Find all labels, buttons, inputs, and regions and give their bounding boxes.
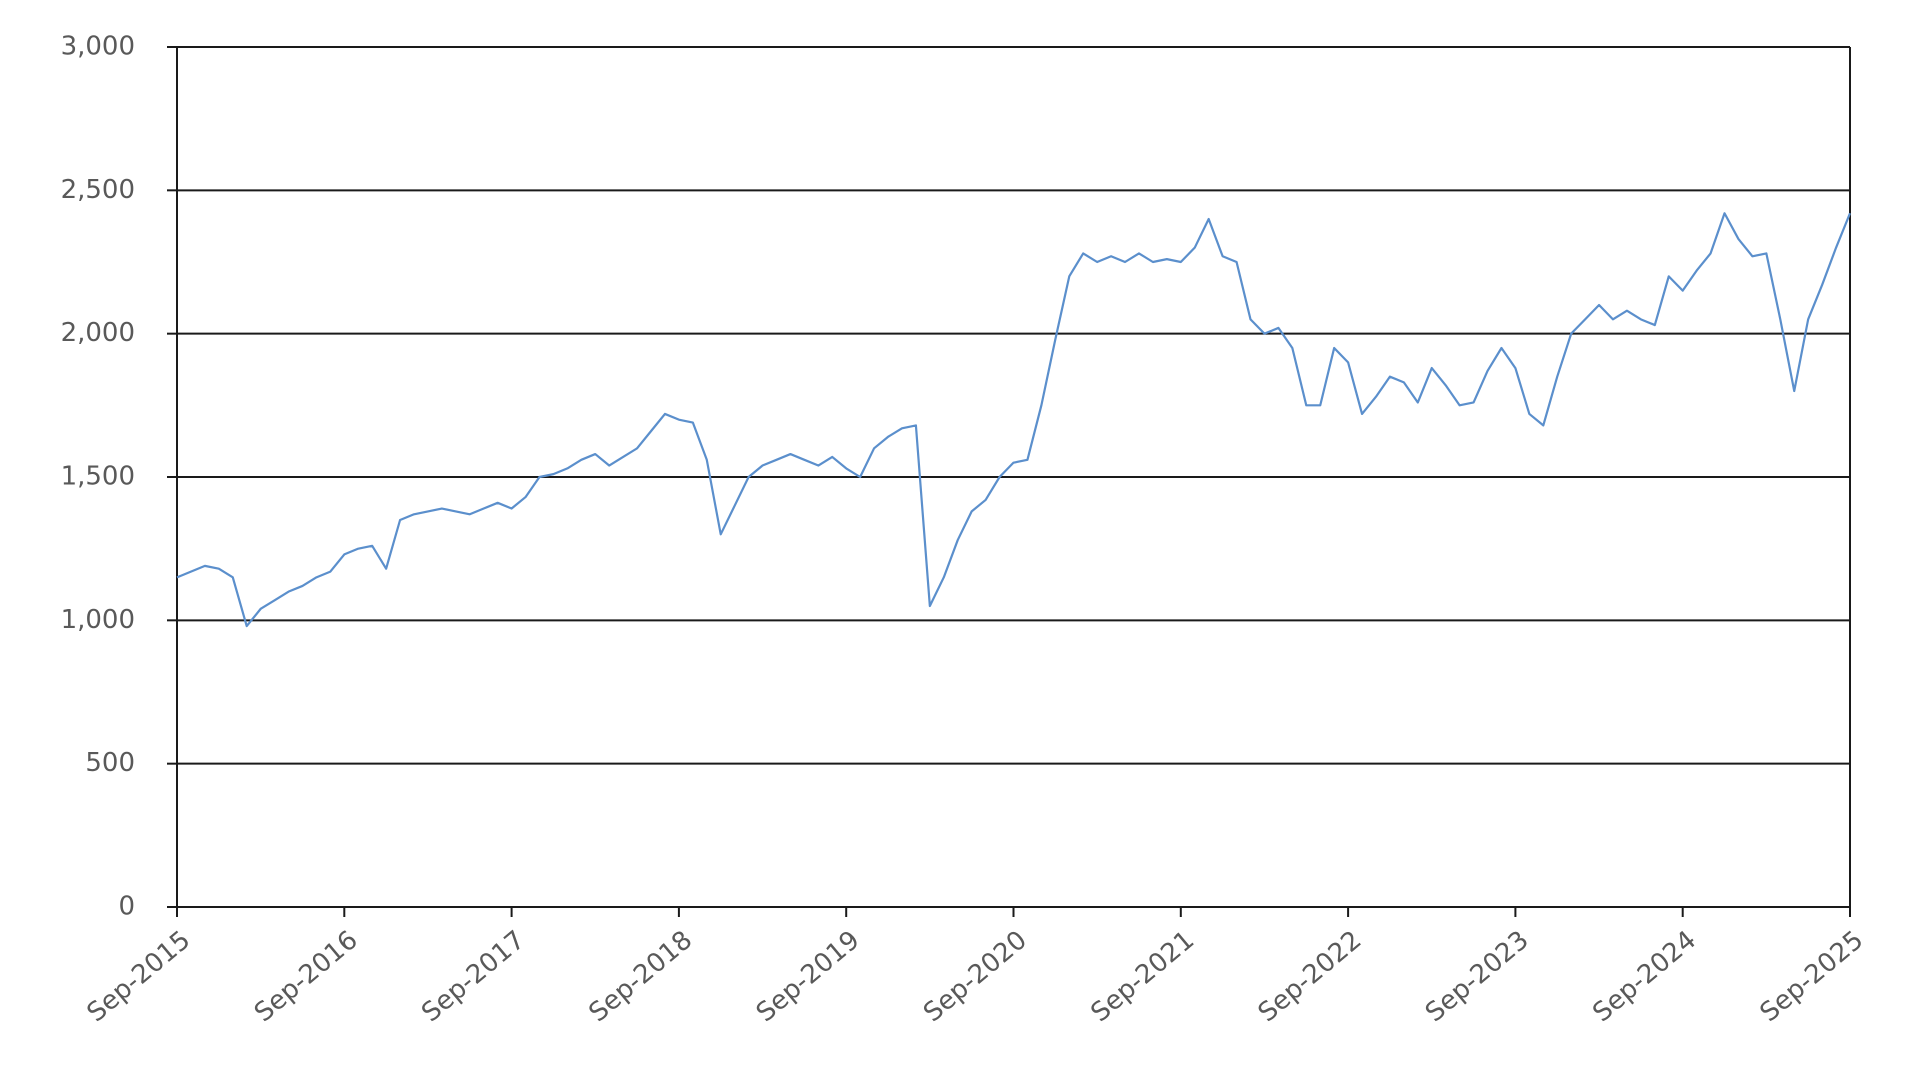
data-line — [176, 212, 1852, 628]
x-tick-label: Sep-2015 — [82, 925, 197, 1028]
y-tick-label: 500 — [85, 748, 135, 778]
y-tick-label: 3,000 — [61, 32, 135, 62]
x-tick-label: Sep-2016 — [249, 925, 364, 1028]
x-tick-label: Sep-2019 — [751, 925, 866, 1028]
y-tick-label: 1,000 — [61, 605, 135, 635]
x-tick-label: Sep-2020 — [918, 925, 1033, 1028]
y-tick-label: 0 — [118, 892, 135, 922]
y-tick-label: 1,500 — [61, 462, 135, 492]
y-tick-label: 2,000 — [61, 318, 135, 348]
x-tick-label: Sep-2022 — [1253, 925, 1368, 1028]
y-tick-label: 2,500 — [61, 175, 135, 205]
x-tick-label: Sep-2023 — [1420, 925, 1535, 1028]
x-tick-label: Sep-2018 — [584, 925, 699, 1028]
x-tick-label: Sep-2024 — [1587, 925, 1702, 1028]
x-tick-label: Sep-2021 — [1085, 925, 1200, 1028]
x-tick-label: Sep-2017 — [416, 925, 531, 1028]
x-tick-label: Sep-2025 — [1755, 925, 1870, 1028]
